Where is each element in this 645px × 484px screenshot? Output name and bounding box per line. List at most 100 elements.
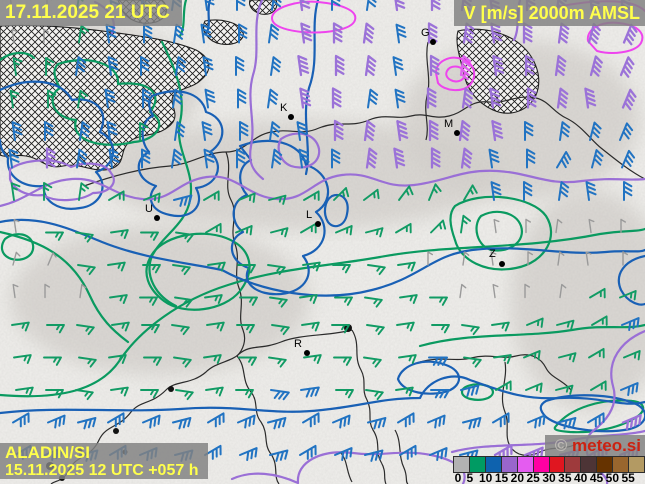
wind-barb [367, 264, 386, 276]
city-label: L [306, 209, 312, 221]
wind-barb [366, 0, 377, 11]
wind-barb [11, 28, 18, 44]
wind-barb [111, 321, 130, 332]
wind-barb [303, 354, 322, 364]
wind-barb [589, 55, 603, 77]
wind-barb [43, 28, 49, 44]
wind-barb [140, 389, 159, 399]
wind-barb [364, 296, 383, 308]
wind-barb [175, 389, 194, 401]
wind-barb [267, 417, 287, 430]
wind-barb [619, 122, 634, 141]
isotach-blue [304, 0, 320, 176]
wind-barb [393, 147, 406, 169]
legend-value: 40 [573, 471, 588, 484]
wind-barb [396, 120, 409, 142]
wind-barb [105, 23, 117, 44]
wind-barb [77, 89, 89, 109]
wind-barb [589, 287, 606, 299]
wind-barb [558, 352, 577, 363]
wind-barb [175, 231, 194, 243]
wind-barb [590, 380, 607, 391]
city-dot [430, 39, 436, 45]
wind-barb [524, 54, 535, 77]
wind-barb [556, 151, 572, 169]
wind-barb [430, 147, 441, 169]
wind-barb [584, 87, 597, 109]
wind-barb [204, 88, 216, 109]
wind-barb [44, 121, 54, 141]
wind-barb [397, 261, 416, 272]
wind-barb [78, 24, 90, 44]
wind-barb [173, 356, 192, 368]
wind-barb [426, 87, 437, 109]
wind-barb [461, 324, 480, 336]
copyright: © meteo.si [544, 435, 645, 456]
wind-barb [15, 386, 34, 397]
wind-barb [428, 183, 442, 201]
wind-barb [235, 56, 245, 76]
wind-barb [397, 412, 415, 428]
coastline-border-path [83, 96, 645, 187]
wind-barb [526, 317, 544, 328]
wind-barb [460, 147, 473, 169]
wind-barb [591, 149, 604, 169]
wind-barb [427, 414, 446, 429]
wind-barb [45, 57, 55, 76]
wind-barb [556, 87, 569, 109]
city-dot [315, 221, 321, 227]
wind-barb [526, 87, 537, 109]
isotach-magenta [445, 65, 466, 83]
wind-barb [623, 350, 641, 361]
wind-barb [619, 290, 637, 301]
wind-barb [461, 87, 474, 109]
wind-barb [429, 296, 448, 306]
legend-value: 15 [494, 471, 509, 484]
wind-barb [76, 148, 88, 169]
wind-barb [493, 444, 513, 462]
wind-barb [622, 23, 638, 46]
wind-barb [239, 296, 258, 306]
legend-swatch [549, 457, 566, 472]
wind-barb [365, 227, 384, 238]
wind-barb [12, 283, 19, 299]
wind-barb [299, 444, 317, 460]
wind-barb [559, 121, 571, 141]
wind-barb [364, 55, 377, 77]
wind-barb [623, 181, 633, 201]
wind-barb [335, 225, 353, 236]
wind-barb [203, 148, 215, 169]
wind-barb [621, 414, 642, 430]
wind-barb [143, 23, 153, 44]
wind-barb [367, 417, 387, 430]
wind-barb [107, 261, 126, 272]
wind-barb [79, 121, 91, 141]
wind-barb [78, 356, 97, 368]
wind-barb [139, 122, 149, 141]
map-product-title: V [m/s] 2000m AMSL [453, 0, 645, 26]
wind-barb [301, 321, 320, 332]
isotach-purple [249, 0, 265, 181]
wind-barb [11, 321, 30, 332]
wind-barb [173, 194, 193, 207]
wind-barb [335, 389, 354, 399]
isotach-blue [0, 80, 115, 210]
wind-barb [495, 380, 512, 391]
wind-barb [235, 389, 254, 399]
coastline-border-path [339, 329, 409, 484]
wind-barb [491, 321, 510, 332]
wind-barb [140, 231, 159, 241]
wind-barb [236, 0, 246, 11]
wind-barb [268, 194, 287, 205]
wind-barb [557, 22, 570, 44]
wind-barb [333, 119, 344, 142]
wind-speed-legend-labels: 0 5 10 15 20 25 30 35 40 45 50 55 [453, 472, 645, 484]
isotach-magenta [435, 56, 476, 91]
wind-barb [203, 190, 220, 201]
wind-barb [76, 324, 95, 336]
wind-barb [78, 182, 90, 201]
wind-barb [492, 283, 499, 299]
isotach-green [418, 323, 645, 348]
wind-barb [238, 192, 256, 203]
wind-barb [588, 218, 595, 234]
